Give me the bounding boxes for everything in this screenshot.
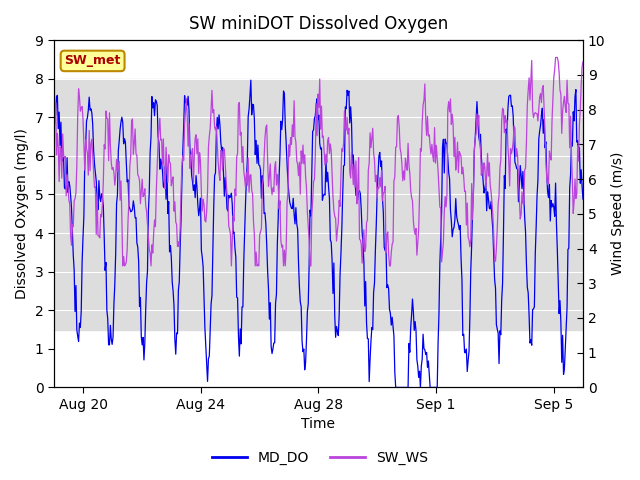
Legend: MD_DO, SW_WS: MD_DO, SW_WS xyxy=(207,445,433,471)
Text: SW_met: SW_met xyxy=(65,54,121,67)
Y-axis label: Dissolved Oxygen (mg/l): Dissolved Oxygen (mg/l) xyxy=(15,128,29,299)
Y-axis label: Wind Speed (m/s): Wind Speed (m/s) xyxy=(611,152,625,276)
Title: SW miniDOT Dissolved Oxygen: SW miniDOT Dissolved Oxygen xyxy=(189,15,448,33)
Bar xyxy=(54,79,583,330)
X-axis label: Time: Time xyxy=(301,418,335,432)
